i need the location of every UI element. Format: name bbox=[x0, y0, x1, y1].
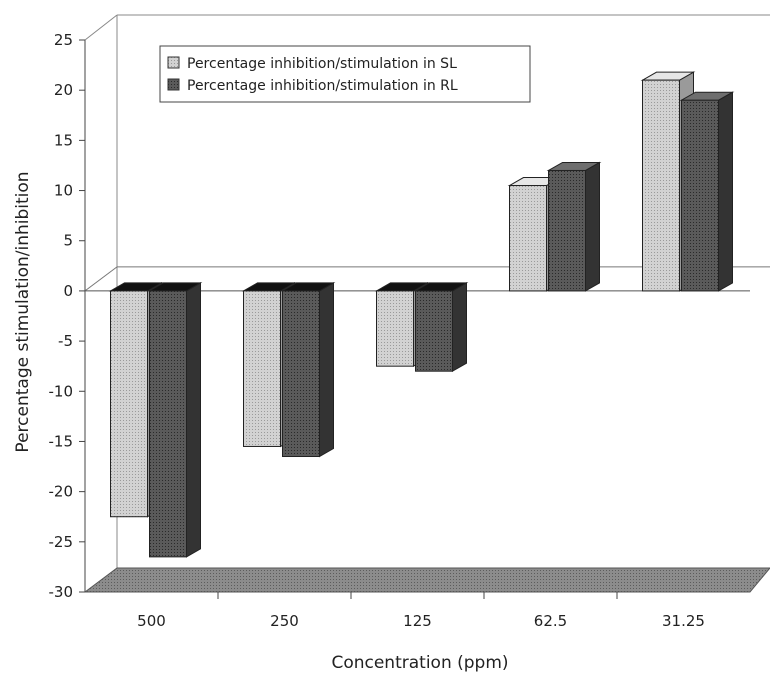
y-tick-label: -10 bbox=[49, 382, 74, 400]
y-tick-label: 5 bbox=[63, 232, 73, 250]
y-tick-label: 15 bbox=[54, 131, 73, 149]
y-tick-label: 25 bbox=[54, 31, 73, 49]
bar-side-face bbox=[585, 161, 600, 292]
legend-label-rl: Percentage inhibition/stimulation in RL bbox=[187, 78, 458, 94]
x-tick-label: 125 bbox=[403, 612, 432, 630]
floor bbox=[83, 567, 770, 593]
legend-label-sl: Percentage inhibition/stimulation in SL bbox=[187, 56, 457, 72]
legend-swatch-sl bbox=[167, 56, 180, 69]
x-tick-label: 62.5 bbox=[534, 612, 567, 630]
bars bbox=[108, 71, 735, 558]
bar-front-face bbox=[509, 185, 547, 292]
left-wall-top-edge bbox=[84, 14, 118, 41]
bar-front-face bbox=[243, 290, 281, 447]
bar-front-face bbox=[376, 290, 414, 367]
bar-side-face bbox=[186, 282, 201, 558]
y-axis-title: Percentage stimulation/inhibition bbox=[13, 171, 33, 452]
x-tick-label: 31.25 bbox=[662, 612, 705, 630]
legend: Percentage inhibition/stimulation in SL … bbox=[159, 45, 531, 103]
bar-front-face bbox=[415, 290, 453, 372]
bar-rl-125 bbox=[413, 282, 469, 373]
bar-rl-62.5 bbox=[546, 161, 602, 292]
y-tick-label: 10 bbox=[54, 182, 73, 200]
y-tick-label: -15 bbox=[49, 432, 74, 450]
y-axis-ticks: 25 20 15 10 5 0 -5 -10 -15 -20 -25 -30 bbox=[49, 31, 85, 601]
bar-front-face bbox=[642, 79, 680, 292]
legend-swatch-rl bbox=[167, 78, 180, 91]
x-tick-label: 250 bbox=[270, 612, 299, 630]
y-tick-label: 20 bbox=[54, 81, 73, 99]
legend-box bbox=[159, 45, 531, 103]
bar-rl-31.25 bbox=[679, 91, 735, 292]
x-axis-title: Concentration (ppm) bbox=[331, 653, 508, 673]
y-tick-label: -5 bbox=[58, 332, 73, 350]
y-tick-label: -30 bbox=[49, 583, 74, 601]
bar-side-face bbox=[452, 282, 467, 373]
y-tick-label: -25 bbox=[49, 533, 74, 551]
bar-side-face bbox=[319, 282, 334, 458]
bar-front-face bbox=[282, 290, 320, 458]
y-tick-label: -20 bbox=[49, 483, 74, 501]
bar-front-face bbox=[681, 99, 719, 292]
x-axis-ticks: 500 250 125 62.5 31.25 bbox=[137, 592, 705, 630]
plot-frame bbox=[83, 14, 770, 593]
x-tick-label: 500 bbox=[137, 612, 166, 630]
bar-front-face bbox=[110, 290, 148, 518]
zero-plane-side bbox=[84, 266, 118, 292]
bar-rl-250 bbox=[280, 282, 336, 458]
bar-front-face bbox=[149, 290, 187, 558]
bar-side-face bbox=[718, 91, 733, 292]
bar-front-face bbox=[548, 169, 586, 292]
y-tick-label: 0 bbox=[63, 282, 73, 300]
bar-rl-500 bbox=[147, 282, 203, 558]
